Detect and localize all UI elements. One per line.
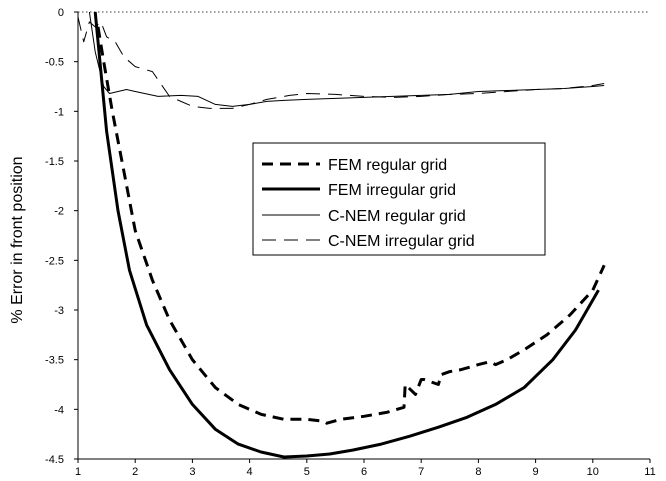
y-tick-label: -4.5 <box>45 454 64 466</box>
y-tick-label: -4 <box>54 404 64 416</box>
y-tick-label: -3 <box>54 305 64 317</box>
x-tick-label: 8 <box>475 466 481 478</box>
legend: FEM regular grid FEM irregular grid C-NE… <box>252 142 546 256</box>
y-tick-label: -1.5 <box>45 156 64 168</box>
y-axis-label: % Error in front position <box>9 156 26 323</box>
series-line-fem-irregular-grid <box>93 11 600 459</box>
x-tick-label: 7 <box>418 466 424 478</box>
x-tick-label: 1 <box>75 466 81 478</box>
y-tick-label: -2.5 <box>45 255 64 267</box>
x-tick-label: 11 <box>644 466 655 478</box>
legend-box <box>252 142 546 256</box>
legend-label-cnem-regular: C-NEM regular grid <box>328 208 466 225</box>
y-tick-label: 0 <box>58 7 64 19</box>
y-tick-label: -0.5 <box>45 57 64 69</box>
series-line-c-nem-irregular-grid <box>78 16 605 109</box>
x-tick-label: 10 <box>587 466 599 478</box>
x-tick-label: 6 <box>361 466 367 478</box>
x-tick-label: 9 <box>533 466 539 478</box>
legend-label-fem-irregular: FEM irregular grid <box>328 182 456 199</box>
x-tick-label: 5 <box>304 466 310 478</box>
x-tick-label: 3 <box>189 466 195 478</box>
series-line-fem-regular-grid <box>96 26 606 425</box>
y-tick-label: -2 <box>54 206 64 218</box>
x-tick-label: 2 <box>132 466 138 478</box>
plot-area: 1 2 3 4 5 6 7 8 9 10 11 0 -0.5 -1 -1.5 -2 -2.5 -3 -3.5 -4 -4… <box>45 7 656 478</box>
series-line-c-nem-regular-grid <box>88 11 605 107</box>
legend-label-fem-regular: FEM regular grid <box>328 157 447 174</box>
y-tick-label: -1 <box>54 106 64 118</box>
y-tick-label: -3.5 <box>45 355 64 367</box>
legend-label-cnem-irregular: C-NEM irregular grid <box>328 233 475 250</box>
x-tick-label: 4 <box>247 466 253 478</box>
